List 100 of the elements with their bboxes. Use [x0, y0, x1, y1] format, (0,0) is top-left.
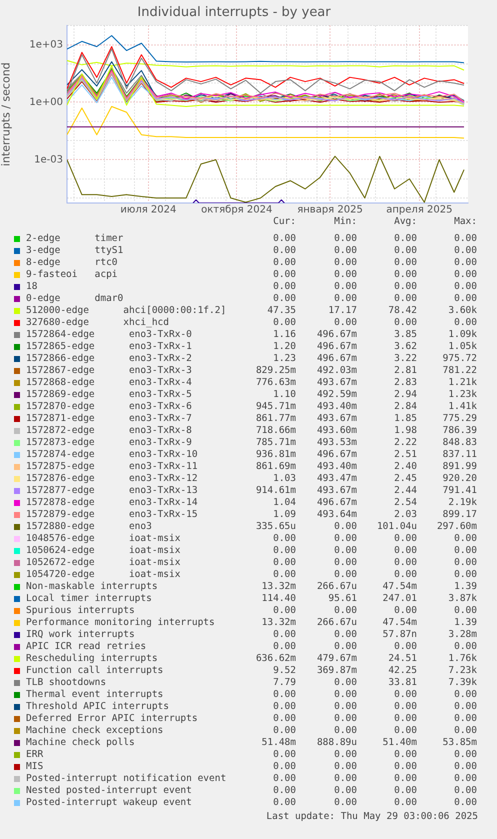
legend-label: 9-fasteoi acpi: [26, 269, 118, 281]
legend-label: Nested posted-interrupt event: [26, 785, 192, 797]
text: 914.61m: [254, 485, 296, 497]
text: 492.59m: [316, 389, 357, 401]
text: 636.62m: [254, 653, 296, 665]
text: 888.89u: [316, 737, 357, 749]
text: 0.00: [453, 281, 477, 293]
x-tick-label: июля 2024: [120, 204, 176, 216]
legend-label: Local timer interrupts: [26, 593, 152, 605]
text: 3.22: [393, 353, 417, 365]
text: 0.00: [333, 749, 357, 761]
text: 2.84: [393, 401, 417, 413]
text: 496.67m: [316, 341, 357, 353]
text: 0.00: [453, 785, 477, 797]
text: 0.00: [333, 785, 357, 797]
text: 0.00: [453, 569, 477, 581]
text: 493.67m: [316, 377, 357, 389]
text: 493.40m: [316, 401, 357, 413]
text: 13.32m: [260, 581, 296, 593]
text: 2.54: [393, 497, 417, 509]
text: 51.40m: [382, 737, 417, 749]
text: 3.28m: [447, 629, 477, 641]
legend-label: ERR: [26, 749, 44, 761]
text: 0.00: [333, 689, 357, 701]
text: 13.32m: [260, 617, 296, 629]
legend-label: 1572865-edge eno3-TxRx-1: [26, 341, 192, 353]
text: 0.00: [333, 269, 357, 281]
text: 24.51: [387, 653, 417, 665]
x-tick-label: апреля 2025: [386, 204, 452, 216]
text: 95.61: [327, 593, 357, 605]
text: 0.00: [453, 605, 477, 617]
chart-title: Individual interrupts - by year: [137, 5, 332, 20]
text: 0.00: [393, 641, 417, 653]
text: 0.00: [393, 569, 417, 581]
text: 0.00: [333, 761, 357, 773]
text: 0.00: [453, 233, 477, 245]
text: 0.00: [393, 281, 417, 293]
text: 493.64m: [316, 509, 357, 521]
legend-label: 1572879-edge eno3-TxRx-15: [26, 509, 198, 521]
legend-label: 1572876-edge eno3-TxRx-12: [26, 473, 198, 485]
legend-label: Posted-interrupt notification event: [26, 773, 226, 785]
text: 0.00: [453, 245, 477, 257]
text: 837.11: [442, 449, 477, 461]
legend-label: Posted-interrupt wakeup event: [26, 797, 192, 809]
text: 0.00: [272, 701, 296, 713]
legend-label: Spurious interrupts: [26, 605, 135, 617]
text: 57.87n: [382, 629, 417, 641]
text: 2.81: [393, 365, 417, 377]
text: 2.45: [393, 473, 417, 485]
text: 2.19k: [447, 497, 477, 509]
text: 7.39k: [447, 677, 477, 689]
text: 0.00: [272, 713, 296, 725]
legend-label: 3-edge ttyS1: [26, 245, 124, 257]
text: 1.20: [272, 341, 296, 353]
text: 496.67m: [316, 449, 357, 461]
y-axis-title: interrupts / second: [0, 62, 12, 166]
text: 1.09k: [447, 329, 477, 341]
legend-label: 1572875-edge eno3-TxRx-11: [26, 461, 198, 473]
legend-label: 1048576-edge ioat-msix: [26, 533, 180, 545]
legend-label: 0-edge dmar0: [26, 293, 124, 305]
legend-label: 8-edge rtc0: [26, 257, 118, 269]
legend-label: 327680-edge xhci_hcd: [26, 317, 169, 329]
legend-label: 1572880-edge eno3: [26, 521, 152, 533]
text: 3.60k: [447, 305, 477, 317]
legend-label: MIS: [26, 761, 44, 773]
text: 1.04: [272, 497, 296, 509]
legend-label: 1572867-edge eno3-TxRx-3: [26, 365, 192, 377]
text: 0.00: [272, 557, 296, 569]
text: 0.00: [333, 773, 357, 785]
text: 492.03m: [316, 365, 357, 377]
text: 0.00: [272, 569, 296, 581]
text: 1.03: [272, 473, 296, 485]
text: 2.40: [393, 461, 417, 473]
text: 0.00: [272, 269, 296, 281]
text: 0.00: [453, 773, 477, 785]
text: 791.41: [442, 485, 477, 497]
text: 0.00: [453, 797, 477, 809]
text: 0.00: [272, 317, 296, 329]
legend-label: 1050624-edge ioat-msix: [26, 545, 180, 557]
text: 1.09: [272, 509, 296, 521]
text: 0.00: [393, 545, 417, 557]
text: 493.40m: [316, 461, 357, 473]
text: 1.10: [272, 389, 296, 401]
text: 0.00: [393, 269, 417, 281]
text: 47.54m: [382, 581, 417, 593]
text: 0.00: [393, 233, 417, 245]
legend-label: 1572878-edge eno3-TxRx-14: [26, 497, 198, 509]
text: 9.52: [272, 665, 296, 677]
text: 0.00: [453, 257, 477, 269]
text: 0.00: [272, 605, 296, 617]
text: 0.00: [453, 557, 477, 569]
text: 0.00: [333, 521, 357, 533]
text: 2.51: [393, 449, 417, 461]
legend-label: 1572868-edge eno3-TxRx-4: [26, 377, 192, 389]
text: 2.94: [393, 389, 417, 401]
text: Cur:: [272, 216, 296, 228]
text: 0.00: [453, 533, 477, 545]
legend-label: Function call interrupts: [26, 665, 164, 677]
text: 776.63m: [254, 377, 296, 389]
text: 2.22: [393, 437, 417, 449]
